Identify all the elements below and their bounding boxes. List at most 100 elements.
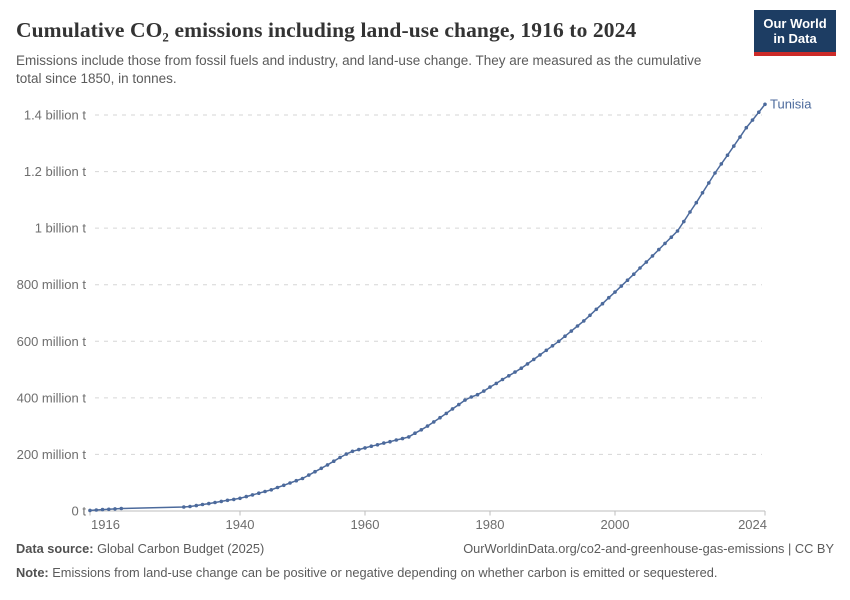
chart-point (232, 497, 236, 502)
chart-point (438, 415, 442, 420)
data-source-text: Global Carbon Budget (2025) (93, 541, 265, 556)
entity-label-tunisia[interactable]: Tunisia (770, 96, 812, 111)
chart-point (307, 473, 311, 477)
chart-point (519, 366, 524, 371)
chart-point (763, 102, 767, 107)
chart-point (419, 428, 424, 432)
x-axis-label: 1980 (476, 517, 505, 532)
chart-point (288, 481, 292, 485)
y-axis-label: 1.4 billion t (24, 108, 87, 123)
chart-point (357, 447, 361, 452)
chart-point (319, 466, 324, 471)
chart-point (107, 507, 111, 512)
y-axis-label: 400 million t (17, 390, 87, 405)
chart-point (100, 507, 105, 512)
chart-point (507, 374, 511, 378)
chart-point (632, 272, 636, 276)
chart-point (413, 431, 417, 436)
chart-point (463, 398, 467, 402)
chart-point (244, 494, 249, 499)
chart-point (757, 110, 761, 114)
chart-header: Cumulative CO₂ emissions including land-… (0, 0, 850, 88)
chart-point (332, 459, 336, 464)
chart-point (338, 455, 342, 460)
chart-point (619, 284, 624, 288)
chart-point (550, 344, 555, 348)
y-axis-label: 1.2 billion t (24, 164, 87, 179)
chart-note: Note: Emissions from land-use change can… (16, 565, 834, 582)
chart-point (88, 508, 92, 513)
chart-point (363, 446, 367, 450)
chart-point (200, 502, 205, 507)
chart-point (644, 260, 649, 264)
chart-point (325, 463, 330, 467)
note-label: Note: (16, 564, 49, 580)
chart-point (744, 125, 749, 130)
chart-point (119, 506, 124, 511)
chart-point (300, 476, 305, 481)
chart-point (113, 507, 117, 511)
owid-logo[interactable]: Our World in Data (754, 10, 836, 56)
x-axis-label: 1960 (351, 517, 380, 532)
chart-point (382, 441, 386, 445)
chart-point (394, 438, 399, 442)
chart-point (369, 444, 374, 449)
chart-point (725, 153, 730, 157)
owid-logo-line2: in Data (773, 31, 817, 47)
chart-point (750, 118, 755, 122)
chart-point (738, 135, 742, 139)
chart-point (425, 424, 430, 428)
chart-point (669, 235, 674, 239)
chart-point (444, 411, 449, 416)
chart-point (213, 500, 217, 505)
page-title: Cumulative CO₂ emissions including land-… (16, 18, 637, 42)
chart-point (688, 210, 692, 214)
chart-point (538, 353, 542, 357)
chart-point (194, 503, 199, 508)
chart-point (557, 339, 561, 344)
attribution-link[interactable]: OurWorldinData.org/co2-and-greenhouse-ga… (463, 541, 834, 556)
chart-point (263, 489, 267, 494)
chart-point (475, 392, 480, 397)
chart-subtitle: Emissions include those from fossil fuel… (16, 53, 702, 86)
chart-point (638, 266, 642, 270)
chart-point (94, 508, 99, 512)
chart-point (594, 307, 599, 312)
chart-point (238, 496, 242, 501)
chart-point (650, 254, 655, 258)
owid-logo-line1: Our World (763, 16, 827, 31)
x-axis-label: 2024 (738, 517, 767, 532)
chart-point (563, 334, 567, 338)
chart-point (719, 162, 724, 166)
chart-point (525, 362, 530, 366)
chart-point (207, 501, 211, 506)
chart-point (600, 301, 605, 306)
chart-point (613, 290, 617, 294)
chart-point (488, 385, 492, 389)
x-axis-label: 1940 (226, 517, 255, 532)
chart-point (732, 144, 736, 148)
y-axis-label: 1 billion t (35, 221, 87, 236)
chart-point (275, 485, 280, 490)
chart-point (282, 483, 286, 488)
data-source: Data source: Global Carbon Budget (2025) (16, 541, 264, 558)
chart-point (450, 407, 455, 411)
chart-point (532, 357, 536, 362)
chart-point (182, 505, 186, 509)
y-axis-label: 600 million t (17, 334, 87, 349)
chart-point (663, 241, 667, 246)
chart-point (388, 439, 392, 444)
chart-point (700, 191, 705, 195)
chart-point (482, 389, 486, 393)
line-chart: 0 t 200 million t 400 million t 600 million… (17, 96, 813, 532)
chart-point (575, 324, 580, 328)
chart-point (225, 498, 230, 503)
chart-point (350, 449, 355, 454)
chart-point (588, 313, 592, 318)
chart-line[interactable] (89, 103, 766, 512)
chart-point (188, 504, 192, 509)
chart-point (713, 171, 717, 175)
chart-point (544, 348, 549, 353)
chart-footer: Data source: Global Carbon Budget (2025)… (16, 541, 834, 581)
